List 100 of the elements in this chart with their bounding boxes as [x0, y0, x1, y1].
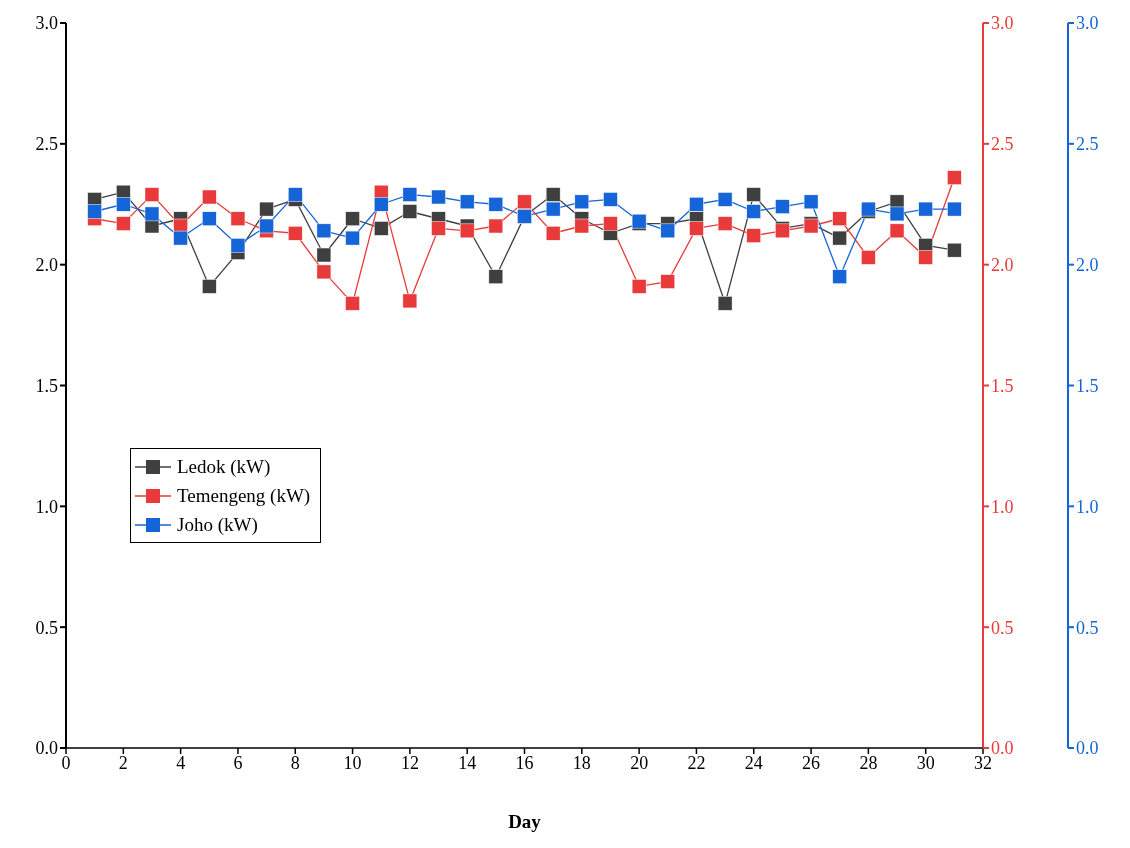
x-tick-label: 12 [400, 752, 419, 773]
point [345, 211, 360, 226]
point [202, 279, 217, 294]
x-tick-label: 6 [233, 752, 243, 773]
point [631, 279, 647, 294]
point [918, 250, 933, 265]
point [373, 197, 389, 212]
x-tick-label: 16 [515, 752, 534, 773]
point [603, 216, 618, 231]
y2-tick-label: 3.0 [991, 13, 1014, 34]
point [832, 211, 847, 226]
y2-tick-label: 0.0 [991, 738, 1014, 759]
y-tick-label: 0.0 [35, 738, 58, 759]
y3-tick-label: 0.5 [1076, 617, 1099, 638]
y2-tick-label: 2.0 [991, 255, 1014, 276]
y3-tick-label: 2.5 [1076, 134, 1099, 155]
point [288, 226, 303, 241]
point [803, 194, 819, 210]
point [746, 228, 761, 243]
point [230, 211, 246, 226]
x-tick-label: 30 [916, 752, 935, 773]
point [259, 218, 274, 234]
point [316, 247, 332, 263]
point [402, 293, 418, 309]
x-tick-label: 8 [290, 752, 300, 773]
point [488, 197, 504, 212]
point [488, 218, 504, 234]
point [402, 187, 418, 202]
point [488, 269, 504, 284]
y3-tick-label: 0.0 [1076, 738, 1099, 759]
point [431, 221, 446, 236]
point [402, 204, 418, 219]
y3-tick-label: 1.5 [1076, 375, 1099, 396]
y2-tick-label: 0.5 [991, 617, 1014, 638]
point [746, 204, 761, 219]
point [202, 189, 217, 205]
legend-label: Joho (kW) [177, 513, 258, 536]
x-tick-label: 20 [630, 752, 649, 773]
point [173, 230, 188, 246]
x-tick-label: 0 [61, 752, 71, 773]
x-tick-label: 2 [118, 752, 128, 773]
point [459, 223, 475, 239]
point [947, 242, 962, 258]
point [832, 269, 847, 284]
y-tick-label: 1.0 [35, 496, 58, 517]
legend-label: Temengeng (kW) [177, 484, 311, 507]
point [316, 223, 332, 239]
point [459, 194, 475, 210]
point [889, 206, 905, 222]
point [660, 274, 676, 289]
point [545, 226, 561, 241]
point [259, 201, 274, 217]
point [202, 211, 217, 226]
point [889, 223, 905, 239]
point [660, 223, 676, 239]
point [832, 230, 847, 246]
point [574, 194, 590, 210]
point [373, 221, 389, 236]
y-tick-label: 2.5 [35, 134, 58, 155]
x-tick-label: 14 [458, 752, 477, 773]
point [517, 194, 532, 210]
x-tick-label: 4 [176, 752, 186, 773]
y-tick-label: 1.5 [35, 375, 58, 396]
point [230, 238, 246, 253]
x-tick-label: 22 [687, 752, 706, 773]
x-tick-label: 26 [802, 752, 821, 773]
point [717, 216, 733, 231]
point [545, 201, 561, 217]
point [689, 197, 704, 212]
x-tick-label: 28 [859, 752, 878, 773]
point [689, 221, 704, 236]
x-axis-title: Day [508, 811, 542, 832]
point [288, 187, 303, 202]
y-tick-label: 3.0 [35, 13, 58, 34]
point [574, 218, 590, 234]
y2-tick-label: 1.5 [991, 375, 1014, 396]
point [947, 170, 962, 185]
point [603, 192, 618, 207]
point [545, 187, 561, 202]
x-tick-label: 32 [974, 752, 992, 773]
y2-tick-label: 2.5 [991, 134, 1014, 155]
y-tick-label: 2.0 [35, 255, 58, 276]
point [947, 201, 962, 217]
point [717, 296, 733, 311]
point [746, 187, 761, 202]
point [861, 250, 876, 265]
x-tick-label: 10 [343, 752, 362, 773]
point [345, 230, 360, 246]
y3-tick-label: 3.0 [1076, 13, 1099, 34]
point [116, 216, 131, 231]
point [316, 264, 332, 280]
point [87, 204, 102, 219]
y-tick-label: 0.5 [35, 617, 58, 638]
point [144, 206, 160, 222]
point [116, 197, 131, 212]
y3-tick-label: 1.0 [1076, 496, 1099, 517]
point [717, 192, 733, 207]
point [431, 189, 446, 205]
y2-tick-label: 1.0 [991, 496, 1014, 517]
x-tick-label: 18 [572, 752, 591, 773]
